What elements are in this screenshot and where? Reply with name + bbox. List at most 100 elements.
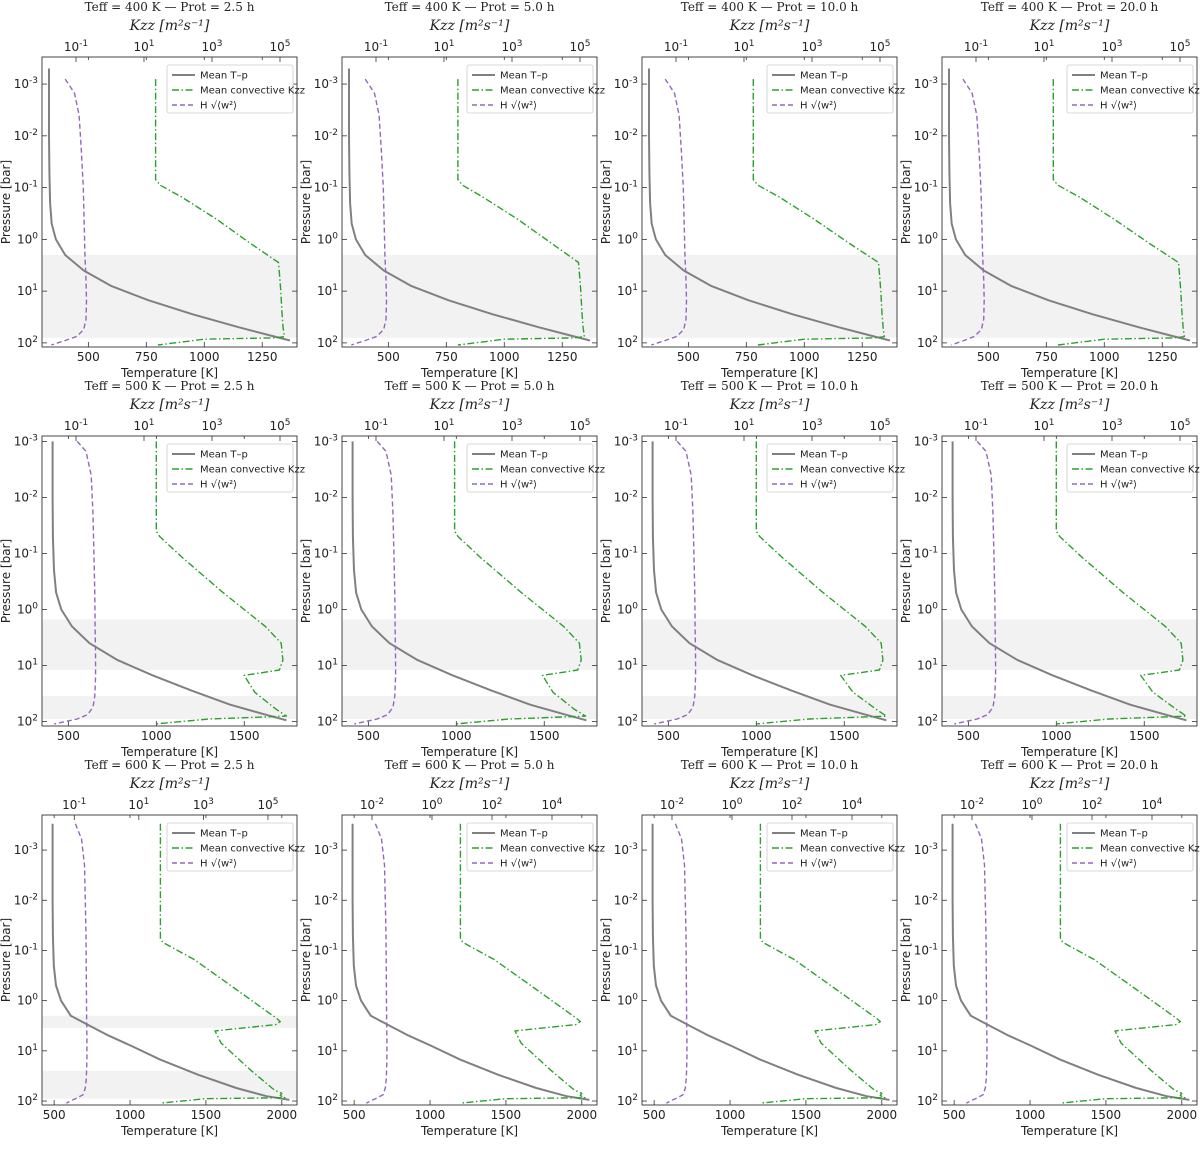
kzz-line — [1055, 441, 1188, 725]
panel-title: Teff = 400 K — Prot = 20.0 h — [981, 0, 1159, 14]
legend-entry: H √⟨w²⟩ — [200, 859, 237, 870]
y-tick-label: 102 — [617, 714, 638, 729]
top-axis-label: Kzz [m²s⁻¹] — [729, 397, 810, 413]
top-tick-label: 105 — [269, 39, 290, 54]
top-tick-label: 101 — [133, 39, 154, 54]
y-tick-label: 100 — [317, 602, 338, 617]
y-tick-label: 102 — [617, 1093, 638, 1108]
x-tick-label: 500 — [643, 1108, 666, 1122]
legend-box — [1066, 443, 1194, 493]
y-tick-label: 10-3 — [914, 76, 938, 91]
panel-4: 500 750 1000 1250 10-3 10-2 10-1 100 101 102 10-1 1… — [899, 0, 1200, 380]
top-tick-label: 102 — [781, 797, 802, 812]
x-axis-label: Temperature [K] — [720, 745, 818, 759]
top-tick-label: 101 — [733, 418, 754, 433]
x-tick-label: 500 — [957, 729, 980, 743]
top-axis-label: Kzz [m²s⁻¹] — [129, 776, 210, 792]
y-tick-label: 100 — [617, 231, 638, 246]
y-axis-label: Pressure [bar] — [299, 160, 313, 244]
legend-entry: Mean convective Kzz — [800, 465, 905, 476]
panel-8: 500 1000 1500 10-3 10-2 10-1 100 101 102 10-1 101 1… — [899, 379, 1200, 759]
y-tick-label: 102 — [317, 714, 338, 729]
y-tick-label: 101 — [17, 1043, 38, 1058]
hw-line — [665, 823, 688, 1104]
y-tick-label: 10-2 — [614, 892, 638, 907]
plot-frame — [341, 435, 598, 727]
legend-entry: Mean T–p — [800, 71, 848, 82]
x-tick-label: 1500 — [1129, 729, 1160, 743]
top-tick-label: 105 — [1169, 39, 1190, 54]
y-tick-label: 100 — [17, 993, 38, 1008]
x-axis-label: Temperature [K] — [420, 745, 518, 759]
shaded-region — [42, 1015, 297, 1028]
legend-box — [466, 822, 594, 872]
top-axis-label: Kzz [m²s⁻¹] — [429, 18, 510, 34]
y-tick-label: 101 — [617, 283, 638, 298]
legend-entry: Mean convective Kzz — [200, 465, 305, 476]
x-tick-label: 1500 — [829, 729, 860, 743]
y-tick-label: 100 — [317, 993, 338, 1008]
x-tick-label: 500 — [657, 729, 680, 743]
y-tick-label: 10-1 — [914, 545, 938, 560]
y-tick-label: 100 — [317, 231, 338, 246]
x-tick-label: 1000 — [1015, 1108, 1046, 1122]
top-tick-label: 101 — [1033, 418, 1054, 433]
y-tick-label: 102 — [917, 1093, 938, 1108]
hw-line — [965, 823, 988, 1104]
top-tick-label: 103 — [801, 39, 822, 54]
kzz-line — [159, 823, 286, 1104]
y-tick-label: 10-1 — [614, 545, 638, 560]
x-axis-label: Temperature [K] — [720, 1124, 818, 1138]
top-tick-label: 104 — [841, 797, 862, 812]
x-tick-label: 750 — [735, 350, 758, 364]
shaded-region — [342, 619, 597, 670]
y-axis-label: Pressure [bar] — [899, 160, 913, 244]
tp-line — [48, 68, 291, 342]
legend-entry: H √⟨w²⟩ — [1100, 480, 1137, 491]
top-tick-label: 103 — [193, 797, 214, 812]
y-tick-label: 10-3 — [914, 433, 938, 448]
shaded-region — [342, 696, 597, 720]
x-axis-label: Temperature [K] — [720, 366, 818, 380]
x-tick-label: 500 — [357, 729, 380, 743]
panel-title: Teff = 500 K — Prot = 10.0 h — [681, 379, 859, 393]
top-tick-label: 105 — [269, 418, 290, 433]
legend-box — [1066, 64, 1194, 114]
top-tick-label: 104 — [1141, 797, 1162, 812]
tp-line — [648, 68, 891, 342]
shaded-region — [42, 619, 297, 670]
panel-title: Teff = 500 K — Prot = 2.5 h — [85, 379, 255, 393]
hw-line — [354, 440, 397, 725]
legend-entry: Mean convective Kzz — [800, 844, 905, 855]
top-tick-label: 10-1 — [964, 418, 988, 433]
x-tick-label: 1500 — [491, 1108, 522, 1122]
top-axis-label: Kzz [m²s⁻¹] — [1029, 397, 1110, 413]
x-tick-label: 500 — [57, 729, 80, 743]
top-tick-label: 10-2 — [660, 797, 684, 812]
tp-line — [51, 823, 290, 1101]
legend-entry: H √⟨w²⟩ — [800, 859, 837, 870]
legend-box — [166, 443, 294, 493]
hw-line — [65, 823, 88, 1104]
x-tick-label: 500 — [943, 1108, 966, 1122]
legend-entry: Mean convective Kzz — [1100, 86, 1200, 97]
y-axis-label: Pressure [bar] — [0, 918, 13, 1002]
legend-entry: Mean T–p — [800, 450, 848, 461]
legend-entry: H √⟨w²⟩ — [1100, 101, 1137, 112]
y-tick-label: 101 — [17, 283, 38, 298]
legend-entry: H √⟨w²⟩ — [800, 480, 837, 491]
top-tick-label: 100 — [721, 797, 742, 812]
shaded-region — [942, 619, 1197, 670]
legend-entry: H √⟨w²⟩ — [800, 101, 837, 112]
shaded-region — [42, 696, 297, 720]
top-tick-label: 10-1 — [364, 39, 388, 54]
x-tick-label: 750 — [135, 350, 158, 364]
y-tick-label: 10-3 — [614, 842, 638, 857]
x-tick-label: 750 — [1035, 350, 1058, 364]
y-tick-label: 10-2 — [314, 489, 338, 504]
legend-box — [166, 64, 294, 114]
top-tick-label: 103 — [1101, 39, 1122, 54]
x-tick-label: 1500 — [529, 729, 560, 743]
y-tick-label: 101 — [917, 1043, 938, 1058]
panel-3: 500 750 1000 1250 10-3 10-2 10-1 100 101 102 10-1 1… — [599, 0, 905, 380]
